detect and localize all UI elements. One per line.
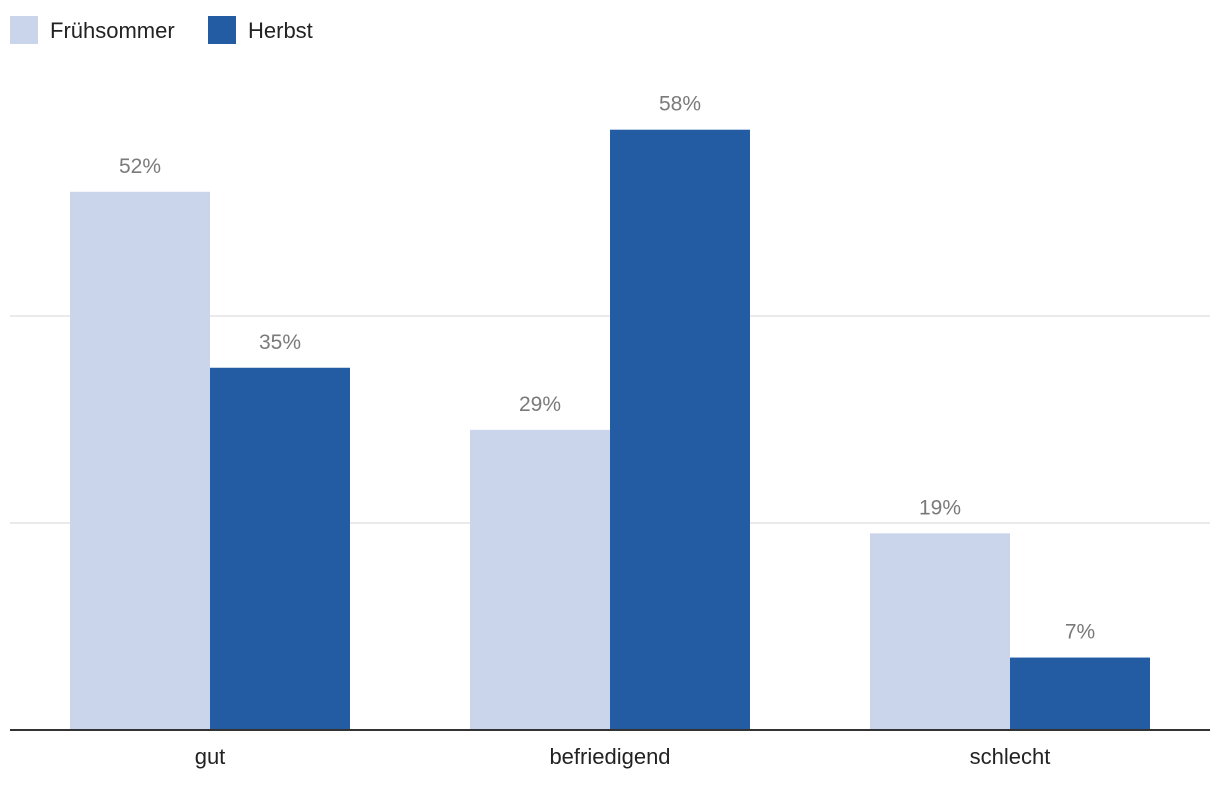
legend-swatch-frühsommer xyxy=(10,16,38,44)
value-label-gut-herbst: 35% xyxy=(259,331,301,354)
legend-label-herbst: Herbst xyxy=(248,18,313,43)
bar-schlecht-frühsommer xyxy=(870,533,1010,730)
value-label-schlecht-herbst: 7% xyxy=(1065,621,1095,644)
legend: Frühsommer Herbst xyxy=(10,16,313,44)
category-label-befriedigend: befriedigend xyxy=(549,744,670,769)
bar-gut-herbst xyxy=(210,367,350,730)
legend-swatch-herbst xyxy=(208,16,236,44)
value-label-schlecht-frühsommer: 19% xyxy=(919,496,961,519)
legend-label-frühsommer: Frühsommer xyxy=(50,18,175,43)
category-labels: gut befriedigend schlecht xyxy=(195,744,1051,769)
bar-befriedigend-frühsommer xyxy=(470,429,610,730)
bar-befriedigend-herbst xyxy=(610,129,750,730)
bars xyxy=(70,129,1150,731)
value-label-befriedigend-herbst: 58% xyxy=(659,93,701,116)
value-label-befriedigend-frühsommer: 29% xyxy=(519,393,561,416)
bar-gut-frühsommer xyxy=(70,191,210,731)
category-label-gut: gut xyxy=(195,744,226,769)
category-label-schlecht: schlecht xyxy=(970,744,1051,769)
value-label-gut-frühsommer: 52% xyxy=(119,155,161,178)
value-labels: 52% 35% 29% 58% 19% 7% xyxy=(119,93,1095,644)
bar-schlecht-herbst xyxy=(1010,657,1150,730)
